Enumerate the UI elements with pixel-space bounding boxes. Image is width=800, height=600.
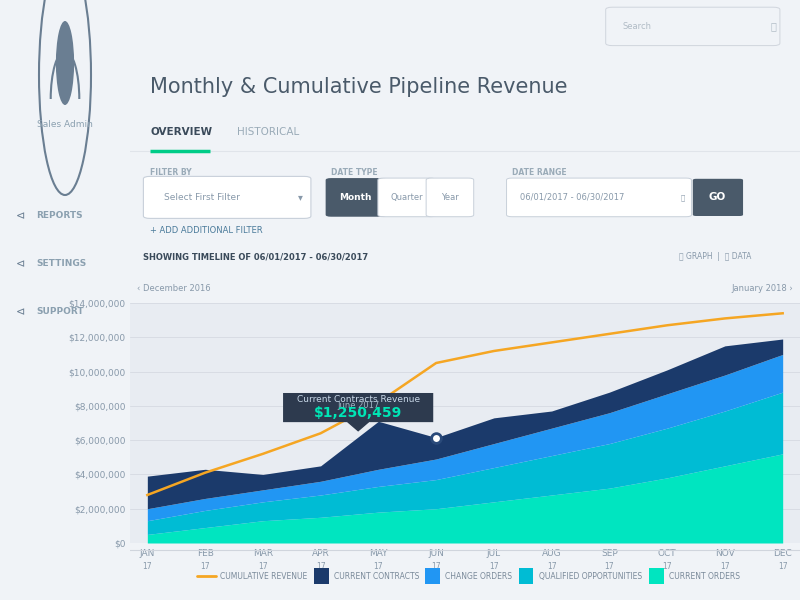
Text: 17: 17 — [662, 562, 672, 571]
Text: 17: 17 — [605, 562, 614, 571]
FancyBboxPatch shape — [143, 176, 311, 218]
FancyBboxPatch shape — [283, 393, 434, 422]
FancyBboxPatch shape — [506, 178, 691, 217]
Text: SETTINGS: SETTINGS — [37, 259, 86, 268]
Text: 17: 17 — [374, 562, 383, 571]
Text: 17: 17 — [258, 562, 268, 571]
Text: SUPPORT: SUPPORT — [37, 307, 84, 317]
FancyBboxPatch shape — [693, 179, 743, 216]
Text: ⊲: ⊲ — [16, 259, 25, 269]
Polygon shape — [348, 422, 369, 431]
Text: 06/01/2017 - 06/30/2017: 06/01/2017 - 06/30/2017 — [520, 193, 624, 202]
Text: Month: Month — [339, 193, 372, 202]
Text: + ADD ADDITIONAL FILTER: + ADD ADDITIONAL FILTER — [150, 226, 262, 235]
Text: $1,250,459: $1,250,459 — [314, 406, 402, 421]
Text: 📊 GRAPH  |  📄 DATA: 📊 GRAPH | 📄 DATA — [679, 252, 752, 261]
Bar — [314, 568, 329, 584]
Text: HISTORICAL: HISTORICAL — [237, 127, 299, 137]
Bar — [650, 568, 664, 584]
Text: ⊲: ⊲ — [16, 307, 25, 317]
Text: ‹ December 2016: ‹ December 2016 — [137, 284, 210, 293]
Text: 📅: 📅 — [681, 194, 685, 200]
Text: 17: 17 — [431, 562, 441, 571]
Text: DATE RANGE: DATE RANGE — [512, 168, 566, 178]
Text: 17: 17 — [142, 562, 152, 571]
Text: FILTER BY: FILTER BY — [150, 168, 192, 178]
Text: January 2018 ›: January 2018 › — [731, 284, 794, 293]
Text: Year: Year — [441, 193, 458, 202]
Text: 17: 17 — [316, 562, 326, 571]
Bar — [518, 568, 534, 584]
Text: 17: 17 — [778, 562, 787, 571]
Text: Search: Search — [622, 22, 651, 31]
Text: 🔍: 🔍 — [770, 22, 776, 31]
Text: 17: 17 — [200, 562, 210, 571]
Text: OVERVIEW: OVERVIEW — [150, 127, 212, 137]
Circle shape — [56, 21, 74, 105]
Text: DATE TYPE: DATE TYPE — [331, 168, 378, 178]
Text: QUALIFIED OPPORTUNITIES: QUALIFIED OPPORTUNITIES — [538, 572, 642, 581]
FancyBboxPatch shape — [606, 7, 780, 46]
FancyBboxPatch shape — [326, 178, 386, 217]
Text: CHANGE ORDERS: CHANGE ORDERS — [445, 572, 512, 581]
FancyBboxPatch shape — [426, 178, 474, 217]
Text: CURRENT ORDERS: CURRENT ORDERS — [670, 572, 740, 581]
Text: CUMULATIVE REVENUE: CUMULATIVE REVENUE — [221, 572, 308, 581]
Text: Current Contracts Revenue: Current Contracts Revenue — [297, 395, 420, 404]
Text: Sales Admin: Sales Admin — [37, 120, 93, 129]
Text: ⊲: ⊲ — [16, 211, 25, 221]
Text: Monthly & Cumulative Pipeline Revenue: Monthly & Cumulative Pipeline Revenue — [150, 77, 568, 97]
Text: REPORTS: REPORTS — [37, 211, 83, 220]
Text: CURRENT CONTRACTS: CURRENT CONTRACTS — [334, 572, 420, 581]
Text: Quarter: Quarter — [390, 193, 423, 202]
Point — [146, 148, 155, 155]
Text: 17: 17 — [547, 562, 557, 571]
Text: ▾: ▾ — [298, 192, 303, 202]
FancyBboxPatch shape — [378, 178, 435, 217]
Text: 17: 17 — [720, 562, 730, 571]
Text: Select First Filter: Select First Filter — [163, 193, 239, 202]
Text: GO: GO — [709, 192, 726, 202]
Text: SHOWING TIMELINE OF 06/01/2017 - 06/30/2017: SHOWING TIMELINE OF 06/01/2017 - 06/30/2… — [143, 252, 369, 261]
Point — [206, 148, 215, 155]
Bar — [425, 568, 439, 584]
Text: 17: 17 — [489, 562, 498, 571]
Text: June 2017: June 2017 — [337, 401, 379, 410]
